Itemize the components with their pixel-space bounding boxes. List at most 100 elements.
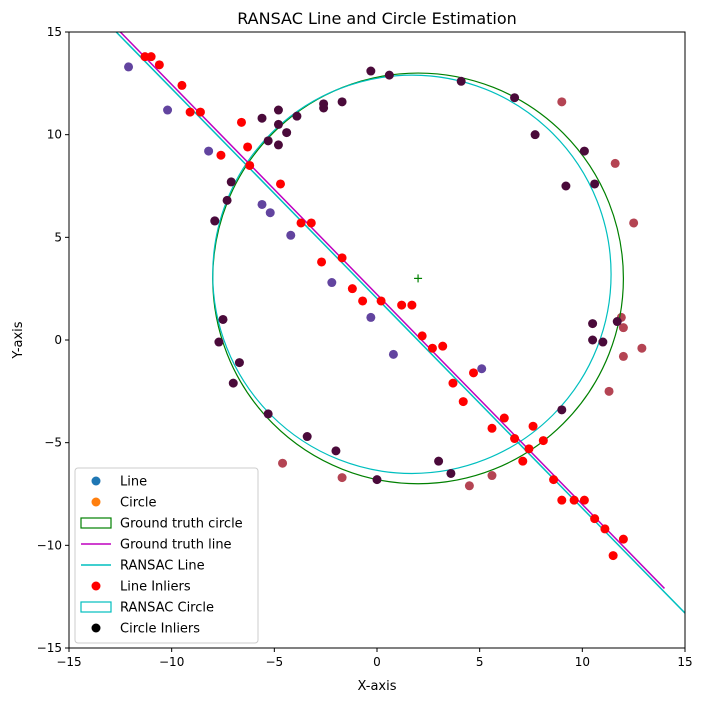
circle-inlier-point: [302, 432, 312, 442]
line-inlier-point: [306, 218, 316, 228]
line-inlier-point: [407, 300, 417, 310]
legend-marker: [80, 601, 112, 613]
circle-inlier-point: [561, 181, 571, 191]
y-tick-label: 5: [54, 230, 62, 244]
line-inlier-point: [438, 341, 448, 351]
circle-inlier-point: [234, 358, 244, 368]
legend-marker: [91, 581, 101, 591]
circle-inlier-point: [456, 76, 466, 86]
axes: −15 −10 −5 0 5 10 15 −15 −10 −5 0 5 10 15: [37, 25, 693, 669]
line-inlier-point: [417, 331, 427, 341]
outlier-point: [464, 481, 474, 491]
line-inlier-point: [216, 150, 226, 160]
legend-marker: [91, 476, 101, 486]
line-inlier-point: [487, 423, 497, 433]
line-inlier-point: [154, 60, 164, 70]
circle-inlier-point: [446, 468, 456, 478]
x-axis-label: X-axis: [358, 679, 397, 694]
outlier-point: [557, 97, 567, 107]
legend-label: Ground truth line: [120, 538, 232, 553]
circle-inlier-point: [218, 314, 228, 324]
line-inlier-point: [518, 456, 528, 466]
circle-inlier-point: [214, 337, 224, 347]
outlier-point: [124, 62, 134, 72]
line-inlier-point: [600, 524, 610, 534]
outlier-point: [204, 146, 214, 156]
outlier-point: [327, 278, 337, 288]
circle-inlier-point: [337, 97, 347, 107]
y-tick-label: 15: [47, 25, 62, 39]
outlier-point: [257, 199, 267, 209]
line-inlier-point: [524, 444, 534, 454]
circle-inlier-point: [434, 456, 444, 466]
circle-inlier-point: [210, 216, 220, 226]
circle-inlier-point: [292, 111, 302, 121]
line-inlier-point: [177, 80, 187, 90]
outlier-point: [366, 312, 376, 322]
line-inlier-point: [236, 117, 246, 127]
outlier-point: [618, 323, 628, 333]
circle-inlier-point: [612, 317, 622, 327]
circle-inlier-point: [282, 128, 292, 138]
line-inlier-point: [195, 107, 205, 117]
line-inlier-point: [618, 534, 628, 544]
legend-marker: [91, 623, 101, 633]
y-tick-label: −5: [44, 436, 62, 450]
ransac-line: [115, 32, 685, 614]
outlier-point: [388, 349, 398, 359]
y-tick-label: 10: [47, 128, 62, 142]
circle-inlier-point: [331, 446, 341, 456]
line-inlier-point: [243, 142, 253, 152]
legend-label: RANSAC Circle: [120, 601, 214, 616]
outlier-point: [487, 471, 497, 481]
y-tick-label: −15: [37, 641, 62, 655]
circle-inlier-point: [263, 136, 273, 146]
line-inlier-point: [469, 368, 479, 378]
outlier-point: [629, 218, 639, 228]
line-inlier-point: [427, 343, 437, 353]
line-inlier-point: [510, 434, 520, 444]
line-inlier-point: [146, 52, 156, 62]
x-tick-label: 5: [476, 655, 484, 669]
line-inlier-point: [579, 495, 589, 505]
circle-inlier-point: [273, 140, 283, 150]
outlier-point: [278, 458, 288, 468]
y-tick-label: −10: [37, 538, 62, 552]
chart-title: RANSAC Line and Circle Estimation: [237, 9, 517, 28]
circle-inlier-point: [226, 177, 236, 187]
line-inlier-point: [569, 495, 579, 505]
circle-inlier-point: [319, 99, 329, 109]
circle-inlier-point: [588, 319, 598, 329]
circle-inlier-point: [273, 119, 283, 129]
circle-inlier-point: [372, 475, 382, 485]
legend-label: Line: [120, 475, 147, 490]
line-inlier-point: [245, 160, 255, 170]
outlier-point: [337, 473, 347, 483]
x-tick-label: −5: [265, 655, 283, 669]
outlier-point: [610, 158, 620, 168]
line-inlier-point: [608, 551, 618, 561]
ransac-circle: [212, 74, 612, 475]
circle-inlier-point: [598, 337, 608, 347]
circle-inlier-point: [530, 130, 540, 140]
circle-inlier-point: [384, 70, 394, 80]
circle-inlier-point: [263, 409, 273, 419]
y-axis-label: Y-axis: [11, 321, 26, 359]
circle-inlier-point: [366, 66, 376, 76]
circle-inlier-point: [273, 105, 283, 115]
circle-inlier-point: [510, 93, 520, 103]
legend: Line Circle Ground truth circle Ground trut…: [74, 467, 259, 644]
legend-label: Circle: [120, 496, 157, 511]
line-inlier-point: [397, 300, 407, 310]
x-tick-label: 10: [575, 655, 590, 669]
outlier-point: [604, 386, 614, 396]
circle-inlier-point: [590, 179, 600, 189]
x-tick-label: −10: [159, 655, 184, 669]
line-inlier-point: [296, 218, 306, 228]
line-inlier-point: [275, 179, 285, 189]
line-inlier-point: [376, 296, 386, 306]
legend-box: [74, 467, 259, 644]
x-tick-label: 0: [373, 655, 381, 669]
line-inlier-point: [499, 413, 509, 423]
legend-marker: [91, 497, 101, 507]
